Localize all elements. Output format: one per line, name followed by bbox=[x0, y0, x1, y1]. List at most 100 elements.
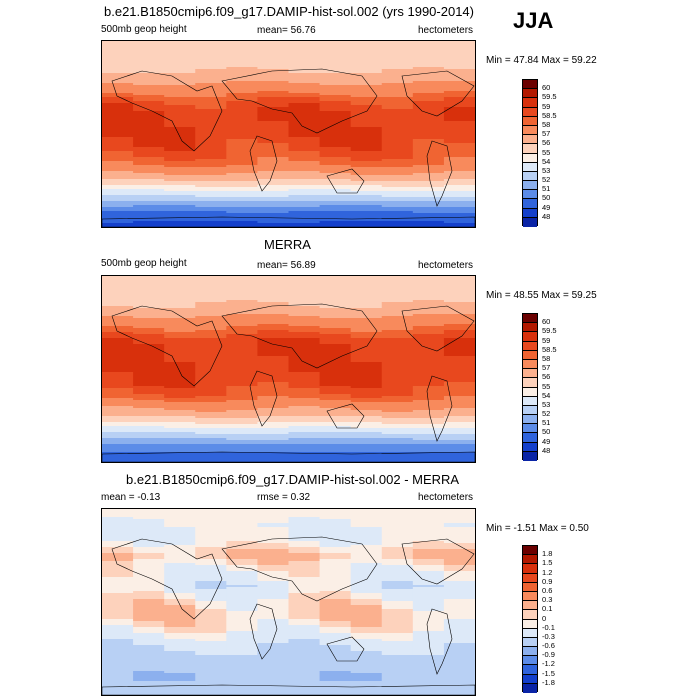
field-cell bbox=[257, 209, 290, 212]
colorbar-swatch bbox=[523, 405, 537, 416]
field-cell bbox=[133, 278, 165, 281]
field-cell bbox=[226, 458, 259, 461]
field-cell bbox=[133, 129, 165, 132]
field-cell bbox=[412, 597, 445, 600]
coastline bbox=[401, 70, 475, 117]
field-cell bbox=[443, 378, 475, 381]
field-cell bbox=[381, 286, 414, 289]
field-cell bbox=[350, 175, 383, 178]
colorbar-tick-label: 58.5 bbox=[542, 110, 557, 120]
field-cell bbox=[443, 143, 475, 146]
field-cell bbox=[102, 456, 134, 459]
field-cell bbox=[257, 85, 290, 88]
field-cell bbox=[381, 663, 414, 666]
field-cell bbox=[319, 641, 352, 644]
field-cell bbox=[412, 139, 445, 142]
field-cell bbox=[319, 645, 352, 648]
field-cell bbox=[350, 352, 383, 355]
field-cell bbox=[102, 597, 134, 600]
field-cell bbox=[288, 681, 321, 684]
field-cell bbox=[133, 143, 165, 146]
field-cell bbox=[102, 440, 134, 443]
field-cell bbox=[195, 621, 227, 624]
field-cell bbox=[412, 306, 445, 309]
field-cell bbox=[257, 282, 290, 285]
field-cell bbox=[443, 661, 475, 664]
field-cell bbox=[381, 137, 414, 140]
field-cell bbox=[226, 575, 259, 578]
field-cell bbox=[257, 312, 290, 315]
field-cell bbox=[164, 300, 196, 303]
field-cell bbox=[381, 689, 414, 692]
field-cell bbox=[164, 197, 196, 200]
field-cell bbox=[443, 304, 475, 307]
field-cell bbox=[226, 637, 259, 640]
field-cell bbox=[288, 398, 321, 401]
field-cell bbox=[133, 444, 165, 447]
field-cell bbox=[350, 165, 383, 168]
field-cell bbox=[102, 527, 134, 530]
field-cell bbox=[226, 51, 259, 54]
field-cell bbox=[319, 442, 352, 445]
field-cell bbox=[443, 649, 475, 652]
field-cell bbox=[350, 113, 383, 116]
field-cell bbox=[443, 187, 475, 190]
field-cell bbox=[164, 87, 196, 90]
field-cell bbox=[381, 324, 414, 327]
field-cell bbox=[257, 304, 290, 307]
field-cell bbox=[412, 137, 445, 140]
field-cell bbox=[164, 693, 196, 695]
field-cell bbox=[226, 579, 259, 582]
field-cell bbox=[133, 139, 165, 142]
field-cell bbox=[288, 615, 321, 618]
field-cell bbox=[195, 583, 227, 586]
field-cell bbox=[102, 282, 134, 285]
field-cell bbox=[350, 593, 383, 596]
field-cell bbox=[164, 627, 196, 630]
coastline bbox=[221, 68, 378, 134]
field-cell bbox=[443, 368, 475, 371]
field-cell bbox=[164, 551, 196, 554]
field-cell bbox=[133, 219, 165, 222]
field-cell bbox=[288, 203, 321, 206]
field-cell bbox=[412, 153, 445, 156]
field-cell bbox=[288, 625, 321, 628]
field-cell bbox=[350, 585, 383, 588]
field-cell bbox=[257, 384, 290, 387]
field-cell bbox=[257, 201, 290, 204]
field-cell bbox=[319, 360, 352, 363]
field-cell bbox=[102, 87, 134, 90]
field-cell bbox=[443, 641, 475, 644]
field-cell bbox=[381, 356, 414, 359]
field-cell bbox=[102, 669, 134, 672]
field-cell bbox=[102, 49, 134, 52]
field-cell bbox=[443, 380, 475, 383]
field-cell bbox=[102, 308, 134, 311]
field-cell bbox=[102, 434, 134, 437]
field-cell bbox=[133, 625, 165, 628]
field-cell bbox=[133, 103, 165, 106]
field-cell bbox=[195, 139, 227, 142]
field-cell bbox=[195, 693, 227, 695]
field-cell bbox=[288, 645, 321, 648]
field-cell bbox=[443, 322, 475, 325]
field-cell bbox=[288, 456, 321, 459]
field-cell bbox=[443, 440, 475, 443]
field-cell bbox=[288, 117, 321, 120]
field-cell bbox=[257, 225, 290, 227]
field-cell bbox=[319, 199, 352, 202]
field-cell bbox=[257, 49, 290, 52]
field-cell bbox=[443, 384, 475, 387]
field-cell bbox=[443, 639, 475, 642]
field-cell bbox=[195, 338, 227, 341]
field-cell bbox=[443, 432, 475, 435]
colorbar-tick-label: 56 bbox=[542, 372, 551, 382]
field-cell bbox=[257, 617, 290, 620]
field-cell bbox=[195, 400, 227, 403]
field-cell bbox=[257, 322, 290, 325]
field-cell bbox=[319, 101, 352, 104]
field-cell bbox=[319, 595, 352, 598]
field-cell bbox=[443, 65, 475, 68]
field-cell bbox=[102, 549, 134, 552]
field-cell bbox=[381, 85, 414, 88]
